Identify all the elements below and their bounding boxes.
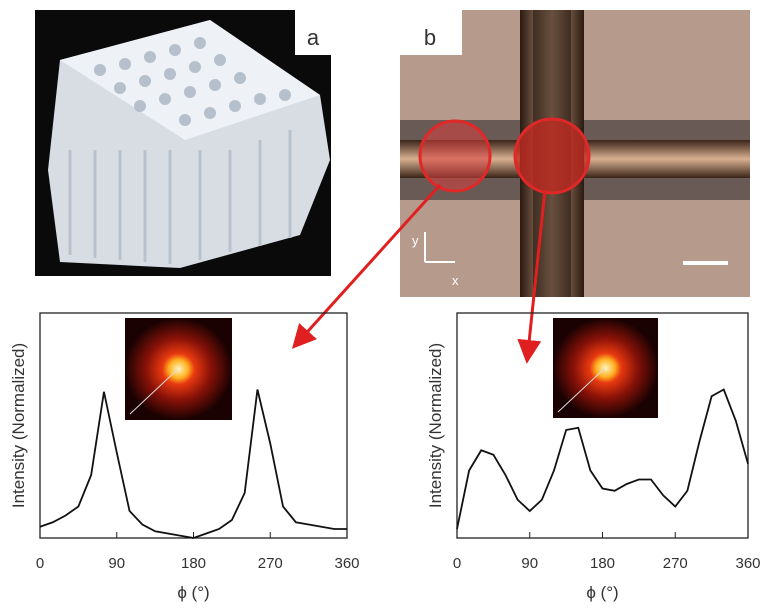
x-axis-label: ϕ (°) — [177, 583, 209, 602]
x-tick-label: 0 — [453, 555, 461, 572]
x-tick-label: 270 — [663, 555, 688, 572]
x-tick-label: 180 — [590, 555, 615, 572]
x-axis-label: ϕ (°) — [586, 583, 618, 602]
y-axis-label: Intensity (Normalized) — [426, 343, 445, 508]
panel-label: a — [307, 25, 320, 50]
x-tick-label: 0 — [36, 555, 44, 572]
x-tick-label: 180 — [181, 555, 206, 572]
x-tick-label: 360 — [735, 555, 760, 572]
axis-letter: x — [452, 273, 459, 288]
axis-letter: y — [412, 233, 419, 248]
panel-label: b — [424, 25, 436, 50]
x-tick-label: 90 — [108, 555, 125, 572]
figure: a y x b 0 90 180 270 360 ϕ (°) Intensity (Norm… — [0, 0, 763, 606]
inset — [553, 318, 658, 418]
x-tick-label: 270 — [258, 555, 283, 572]
inset — [125, 318, 232, 420]
photo-a: a — [35, 10, 331, 276]
y-axis-label: Intensity (Normalized) — [9, 343, 28, 508]
x-tick-label: 90 — [521, 555, 538, 572]
x-tick-label: 360 — [334, 555, 359, 572]
photo-b: y x b — [400, 10, 750, 297]
